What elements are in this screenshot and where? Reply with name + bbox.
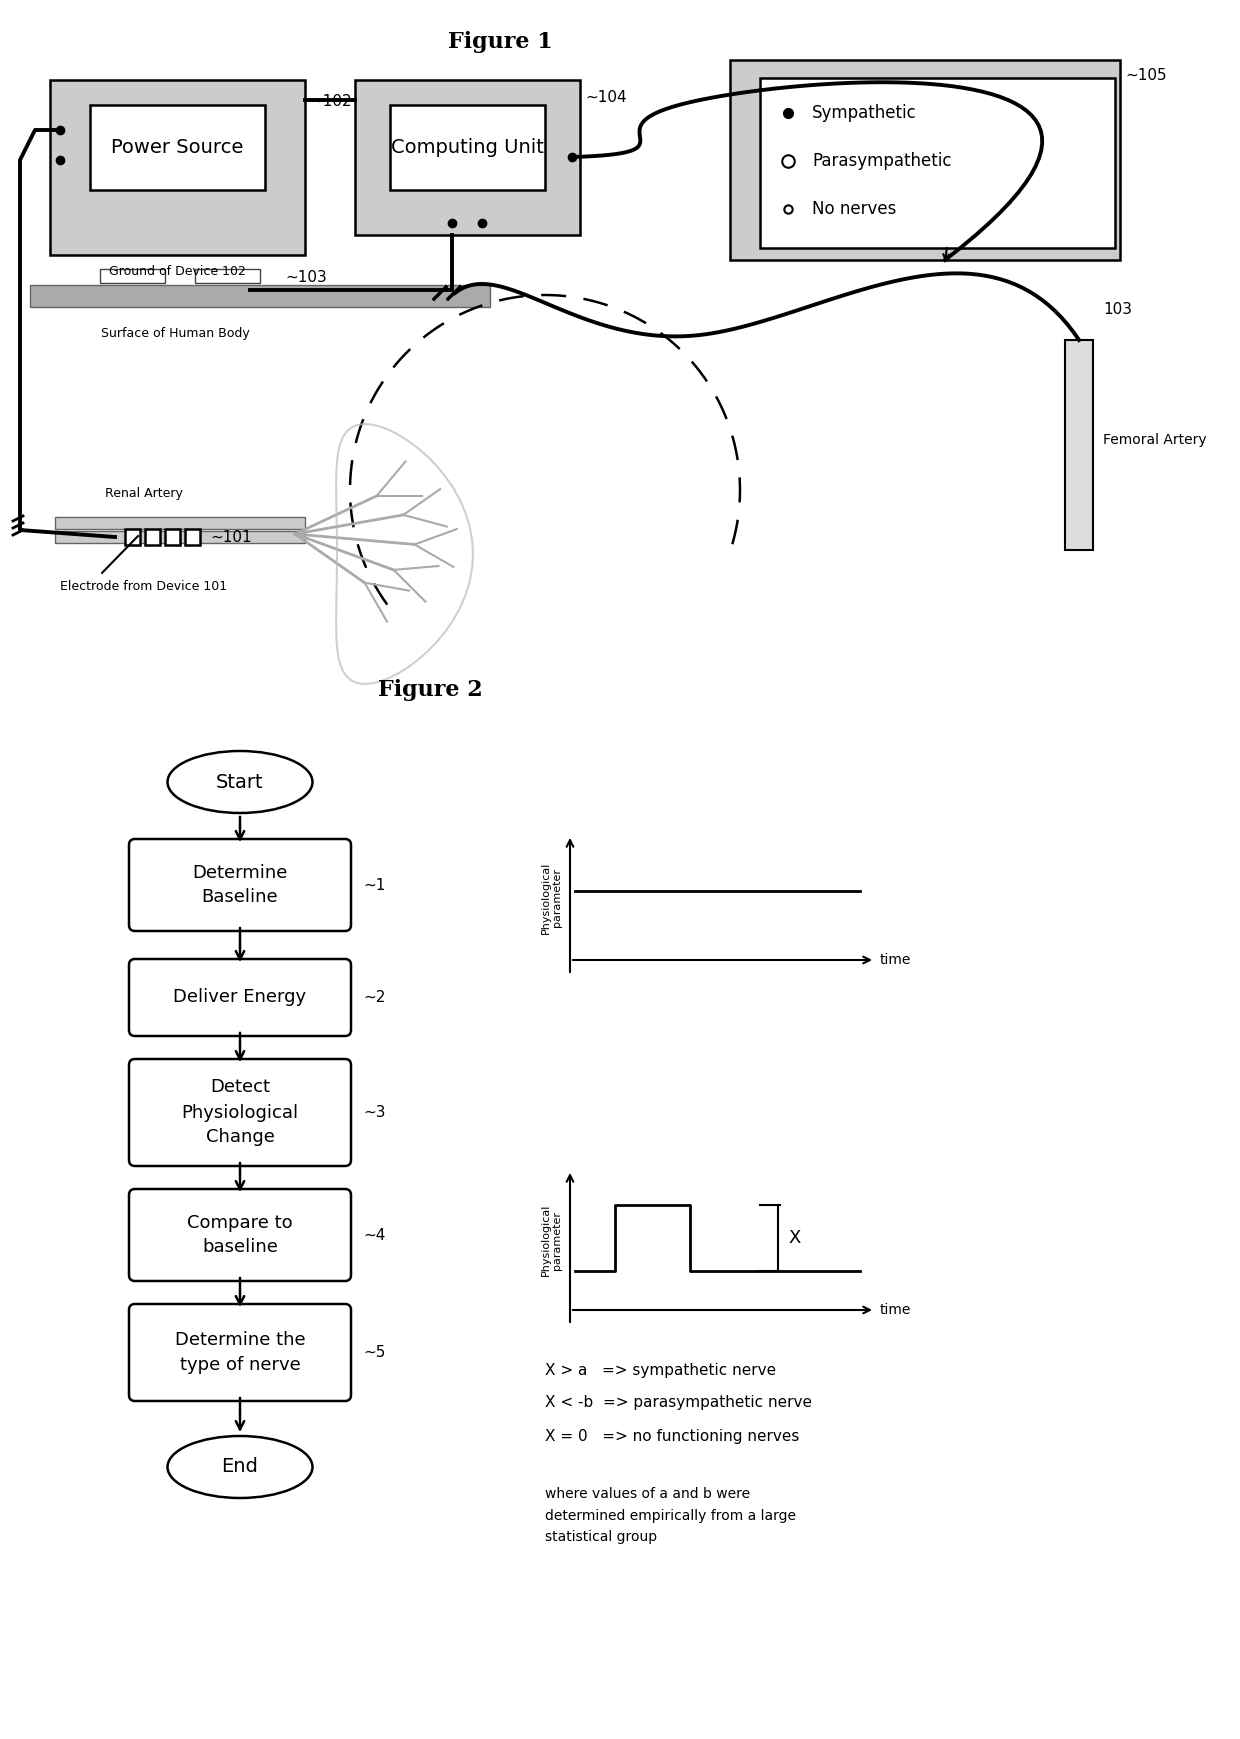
Bar <box>30 285 490 308</box>
Text: ~3: ~3 <box>363 1104 386 1120</box>
FancyBboxPatch shape <box>760 78 1115 249</box>
Bar <box>55 516 305 529</box>
Text: ~101: ~101 <box>210 529 252 544</box>
Bar <box>145 529 160 544</box>
Text: ~103: ~103 <box>285 270 327 285</box>
Bar <box>100 270 165 283</box>
Text: ~104: ~104 <box>585 90 626 106</box>
Text: time: time <box>880 953 911 967</box>
FancyBboxPatch shape <box>91 104 265 190</box>
Text: Figure 1: Figure 1 <box>448 31 552 52</box>
Bar <box>1065 341 1092 550</box>
Text: No nerves: No nerves <box>812 200 897 217</box>
Text: Detect
Physiological
Change: Detect Physiological Change <box>181 1078 299 1146</box>
Text: End: End <box>222 1457 258 1476</box>
Text: ~105: ~105 <box>1125 68 1167 82</box>
Text: Power Source: Power Source <box>112 137 244 157</box>
Text: Physiological
parameter: Physiological parameter <box>541 861 562 934</box>
Text: Physiological
parameter: Physiological parameter <box>541 1203 562 1276</box>
Ellipse shape <box>167 1436 312 1497</box>
Text: Deliver Energy: Deliver Energy <box>174 988 306 1007</box>
Bar <box>125 529 140 544</box>
FancyBboxPatch shape <box>355 80 580 235</box>
Text: Renal Artery: Renal Artery <box>105 487 182 501</box>
Text: ~2: ~2 <box>363 989 386 1005</box>
Text: X = 0   => no functioning nerves: X = 0 => no functioning nerves <box>546 1428 800 1443</box>
Text: ~4: ~4 <box>363 1228 386 1242</box>
Text: Ground of Device 102: Ground of Device 102 <box>109 264 246 278</box>
Text: time: time <box>880 1303 911 1316</box>
Text: ~5: ~5 <box>363 1344 386 1360</box>
FancyBboxPatch shape <box>730 61 1120 261</box>
Bar <box>185 529 200 544</box>
Text: X < -b  => parasympathetic nerve: X < -b => parasympathetic nerve <box>546 1395 812 1410</box>
Text: Compare to
baseline: Compare to baseline <box>187 1214 293 1257</box>
Bar <box>165 529 180 544</box>
Ellipse shape <box>167 751 312 814</box>
FancyBboxPatch shape <box>129 1189 351 1282</box>
Bar <box>55 530 305 543</box>
Text: ~1: ~1 <box>363 878 386 892</box>
Text: Electrode from Device 101: Electrode from Device 101 <box>60 581 227 593</box>
Text: Determine the
type of nerve: Determine the type of nerve <box>175 1330 305 1374</box>
FancyBboxPatch shape <box>391 104 546 190</box>
Text: Femoral Artery: Femoral Artery <box>1104 433 1207 447</box>
FancyBboxPatch shape <box>129 958 351 1036</box>
FancyBboxPatch shape <box>129 1059 351 1167</box>
FancyBboxPatch shape <box>129 1304 351 1402</box>
Text: Determine
Baseline: Determine Baseline <box>192 864 288 906</box>
Text: Start: Start <box>216 772 264 791</box>
FancyBboxPatch shape <box>50 80 305 256</box>
Text: Computing Unit: Computing Unit <box>391 137 544 157</box>
Text: X > a   => sympathetic nerve: X > a => sympathetic nerve <box>546 1362 776 1377</box>
Text: Surface of Human Body: Surface of Human Body <box>100 327 249 341</box>
Text: 103: 103 <box>1104 303 1132 318</box>
Text: Sympathetic: Sympathetic <box>812 104 916 122</box>
Text: X: X <box>787 1229 800 1247</box>
FancyBboxPatch shape <box>129 838 351 930</box>
Text: Figure 2: Figure 2 <box>378 678 482 701</box>
Bar <box>195 270 260 283</box>
Text: ~102: ~102 <box>310 94 352 110</box>
Text: where values of a and b were
determined empirically from a large
statistical gro: where values of a and b were determined … <box>546 1487 796 1544</box>
Text: Parasympathetic: Parasympathetic <box>812 151 951 170</box>
